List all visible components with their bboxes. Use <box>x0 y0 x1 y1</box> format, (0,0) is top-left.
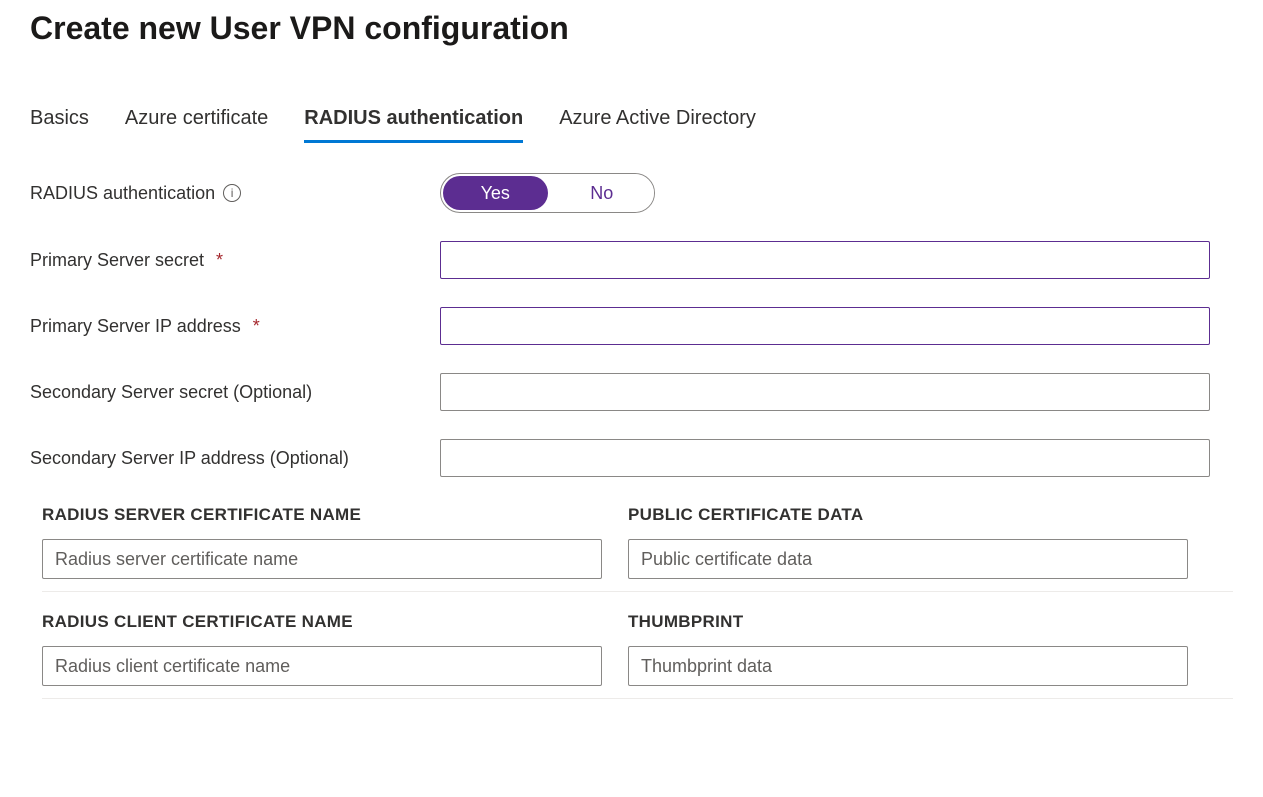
primary-ip-label: Primary Server IP address * <box>30 316 440 337</box>
client-cert-header: RADIUS CLIENT CERTIFICATE NAME <box>42 612 602 632</box>
page-title: Create new User VPN configuration <box>30 10 1233 47</box>
thumbprint-header: THUMBPRINT <box>628 612 1188 632</box>
info-icon[interactable]: i <box>223 184 241 202</box>
tab-bar: Basics Azure certificate RADIUS authenti… <box>30 107 1233 143</box>
secondary-secret-label: Secondary Server secret (Optional) <box>30 382 440 403</box>
radius-auth-toggle: Yes No <box>440 173 655 213</box>
radius-auth-label: RADIUS authentication i <box>30 183 440 204</box>
server-cert-name-input[interactable] <box>42 539 602 579</box>
primary-ip-input[interactable] <box>440 307 1210 345</box>
public-cert-header: PUBLIC CERTIFICATE DATA <box>628 505 1188 525</box>
primary-ip-label-text: Primary Server IP address <box>30 316 241 337</box>
client-cert-name-input[interactable] <box>42 646 602 686</box>
server-cert-header: RADIUS SERVER CERTIFICATE NAME <box>42 505 602 525</box>
primary-secret-label: Primary Server secret * <box>30 250 440 271</box>
secondary-secret-label-text: Secondary Server secret (Optional) <box>30 382 312 403</box>
certificate-section: RADIUS SERVER CERTIFICATE NAME PUBLIC CE… <box>30 505 1233 699</box>
primary-secret-label-text: Primary Server secret <box>30 250 204 271</box>
radius-auth-label-text: RADIUS authentication <box>30 183 215 204</box>
secondary-ip-label: Secondary Server IP address (Optional) <box>30 448 440 469</box>
required-asterisk: * <box>253 316 260 337</box>
toggle-yes[interactable]: Yes <box>443 176 548 210</box>
primary-secret-input[interactable] <box>440 241 1210 279</box>
tab-azure-active-directory[interactable]: Azure Active Directory <box>559 107 756 143</box>
public-cert-data-input[interactable] <box>628 539 1188 579</box>
thumbprint-input[interactable] <box>628 646 1188 686</box>
secondary-ip-input[interactable] <box>440 439 1210 477</box>
secondary-ip-label-text: Secondary Server IP address (Optional) <box>30 448 349 469</box>
required-asterisk: * <box>216 250 223 271</box>
tab-radius-authentication[interactable]: RADIUS authentication <box>304 107 523 143</box>
secondary-secret-input[interactable] <box>440 373 1210 411</box>
tab-azure-certificate[interactable]: Azure certificate <box>125 107 268 143</box>
toggle-no[interactable]: No <box>550 174 655 212</box>
tab-basics[interactable]: Basics <box>30 107 89 143</box>
